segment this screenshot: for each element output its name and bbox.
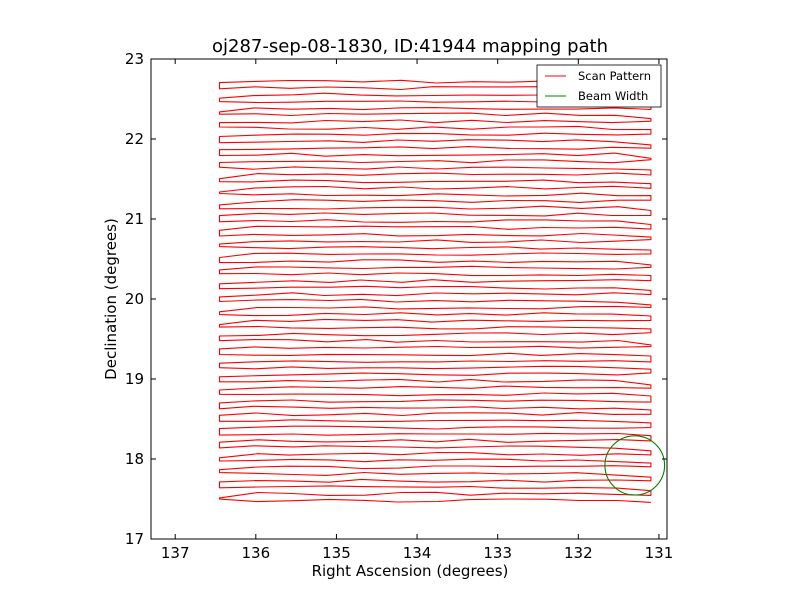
beam-width-circle <box>604 435 666 496</box>
y-axis-label: Declination (degrees) <box>102 218 120 380</box>
x-tick-label: 137 <box>161 544 190 562</box>
y-tick-label: 21 <box>125 210 144 228</box>
x-axis-label: Right Ascension (degrees) <box>312 562 509 580</box>
scan-pattern-series <box>218 79 652 503</box>
legend: Scan Pattern Beam Width <box>536 64 662 108</box>
chart-title: oj287-sep-08-1830, ID:41944 mapping path <box>212 36 608 57</box>
y-tick-label: 23 <box>125 50 144 68</box>
x-tick-label: 134 <box>403 544 432 562</box>
y-tick-label: 17 <box>125 530 144 548</box>
x-tick-label: 131 <box>645 544 674 562</box>
y-tick-label: 18 <box>125 450 144 468</box>
plot-area <box>151 59 667 539</box>
x-tick-label: 132 <box>564 544 593 562</box>
x-tick-label: 136 <box>241 544 270 562</box>
legend-label-scan-pattern: Scan Pattern <box>578 69 651 83</box>
x-axis-ticks: 137 136 135 134 133 132 131 <box>161 59 673 562</box>
legend-label-beam-width: Beam Width <box>578 89 648 103</box>
y-tick-label: 19 <box>125 370 144 388</box>
x-tick-label: 133 <box>483 544 512 562</box>
beam-width-series <box>604 435 666 496</box>
y-axis-ticks: 17 18 19 20 21 22 23 <box>125 50 667 548</box>
x-tick-label: 135 <box>322 544 351 562</box>
scan-pattern-line <box>218 79 652 503</box>
y-tick-label: 20 <box>125 290 144 308</box>
y-tick-label: 22 <box>125 130 144 148</box>
legend-box <box>536 64 662 108</box>
